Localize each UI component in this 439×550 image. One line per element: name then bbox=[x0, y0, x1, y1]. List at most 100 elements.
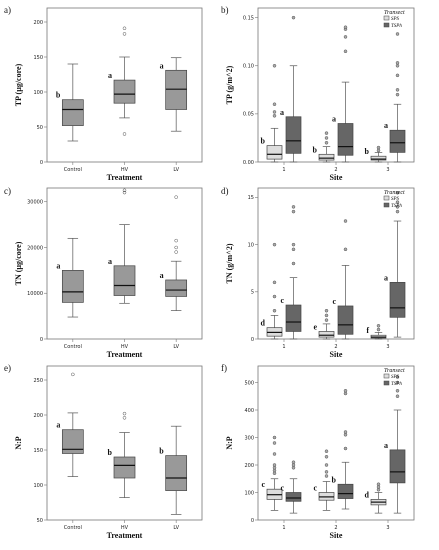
box-1-tsph: c bbox=[280, 205, 302, 340]
iqr-box bbox=[318, 153, 335, 161]
box-2-tsph: b bbox=[332, 389, 354, 510]
y-tick-label: 10 bbox=[248, 242, 254, 248]
outlier-point bbox=[395, 205, 400, 209]
box-3-sps: b bbox=[365, 145, 387, 163]
outlier-point bbox=[324, 141, 329, 145]
box-1-sps: d bbox=[261, 242, 283, 340]
significance-letter: d bbox=[261, 319, 266, 328]
outlier-point bbox=[324, 463, 329, 467]
y-tick-label: 0 bbox=[40, 337, 43, 343]
outlier-point bbox=[376, 482, 381, 486]
box-3: b bbox=[159, 425, 188, 515]
significance-letter: b bbox=[159, 447, 164, 456]
significance-letter: a bbox=[384, 273, 388, 282]
x-axis-title: Site bbox=[330, 350, 343, 359]
legend-title: Transect bbox=[384, 10, 405, 16]
outlier-point bbox=[122, 132, 127, 136]
box-2: b bbox=[108, 411, 136, 498]
y-tick-label: 300 bbox=[244, 435, 254, 441]
outlier-point bbox=[272, 110, 277, 114]
iqr-box bbox=[285, 116, 302, 154]
significance-letter: a bbox=[56, 261, 60, 270]
x-tick-label: 2 bbox=[334, 167, 337, 173]
significance-letter: b bbox=[261, 137, 266, 146]
x-tick-label: LV bbox=[173, 344, 179, 350]
outlier-point bbox=[376, 324, 381, 328]
significance-letter: f bbox=[366, 326, 369, 335]
significance-letter: a bbox=[332, 115, 336, 124]
outlier-point bbox=[343, 25, 348, 29]
significance-letter: b bbox=[56, 91, 61, 100]
x-axis-title: Site bbox=[330, 173, 343, 182]
iqr-box bbox=[337, 123, 354, 156]
x-tick-label: 1 bbox=[282, 525, 285, 531]
outlier-point bbox=[272, 64, 277, 68]
y-tick-label: 30000 bbox=[27, 200, 43, 206]
legend-item-label: SPS bbox=[391, 17, 400, 22]
outlier-point bbox=[395, 92, 400, 97]
significance-letter: c bbox=[261, 480, 265, 489]
y-tick-label: 50 bbox=[37, 125, 43, 131]
y-tick-label: 0.10 bbox=[243, 64, 254, 70]
y-axis-title: N:P bbox=[14, 436, 23, 449]
x-axis-title: Treatment bbox=[107, 173, 143, 182]
significance-letter: a bbox=[160, 271, 164, 280]
x-axis-title: Treatment bbox=[107, 531, 143, 540]
box-2-tsph: a bbox=[332, 25, 354, 163]
outlier-point bbox=[395, 209, 400, 214]
outlier-point bbox=[291, 460, 296, 464]
outlier-point bbox=[291, 15, 296, 20]
x-tick-label: 2 bbox=[334, 525, 337, 531]
legend-swatch bbox=[383, 195, 390, 201]
legend-swatch bbox=[383, 380, 390, 386]
y-tick-label: 0 bbox=[251, 337, 254, 343]
iqr-box bbox=[337, 483, 354, 499]
box-1-sps: c bbox=[261, 435, 283, 511]
significance-letter: b bbox=[332, 475, 337, 484]
outlier-point bbox=[343, 49, 348, 54]
legend-item-label: SPS bbox=[391, 375, 400, 380]
outlier-point bbox=[395, 380, 400, 385]
x-tick-label: 1 bbox=[282, 344, 285, 350]
iqr-box bbox=[318, 331, 335, 338]
outlier-point bbox=[324, 308, 329, 313]
outlier-point bbox=[376, 327, 381, 332]
legend-title: Transect bbox=[384, 368, 405, 374]
outlier-point bbox=[122, 416, 127, 420]
iqr-box bbox=[113, 456, 136, 479]
x-tick-label: Control bbox=[64, 167, 82, 173]
outlier-point bbox=[122, 32, 127, 36]
y-tick-label: 0 bbox=[40, 160, 43, 166]
outlier-point bbox=[376, 148, 381, 153]
outlier-point bbox=[343, 446, 348, 451]
box-2-sps: c bbox=[313, 449, 335, 511]
outlier-point bbox=[272, 294, 277, 299]
panel-label: f) bbox=[221, 363, 227, 373]
outlier-point bbox=[343, 35, 348, 39]
y-tick-label: 20000 bbox=[27, 245, 43, 251]
panel-label: a) bbox=[4, 5, 11, 15]
iqr-box bbox=[389, 129, 406, 153]
x-tick-label: Control bbox=[64, 344, 82, 350]
box-3-tsph: a bbox=[384, 375, 406, 514]
outlier-point bbox=[395, 88, 400, 92]
iqr-box bbox=[61, 99, 84, 126]
outlier-point bbox=[122, 190, 127, 195]
outlier-point bbox=[272, 441, 277, 445]
significance-letter: d bbox=[365, 490, 370, 499]
significance-letter: a bbox=[384, 441, 388, 450]
iqr-box bbox=[113, 79, 136, 104]
significance-letter: c bbox=[313, 484, 317, 493]
y-axis-title: TN (µg/core) bbox=[14, 241, 23, 285]
box-1-tsph: a bbox=[280, 15, 302, 163]
box-2-tsph: c bbox=[332, 219, 354, 340]
chart-panel-6: f) 0 100 200 300 400 500 N:P Site 1 c c 2 c b 3 d a Transe… bbox=[221, 363, 415, 540]
x-axis-title: Site bbox=[330, 531, 343, 540]
iqr-box bbox=[389, 282, 406, 318]
outlier-point bbox=[395, 394, 400, 398]
x-tick-label: LV bbox=[173, 525, 179, 531]
iqr-box bbox=[285, 492, 302, 502]
panel-label: b) bbox=[221, 5, 229, 15]
y-tick-label: 200 bbox=[33, 20, 43, 26]
x-tick-label: 3 bbox=[386, 525, 389, 531]
